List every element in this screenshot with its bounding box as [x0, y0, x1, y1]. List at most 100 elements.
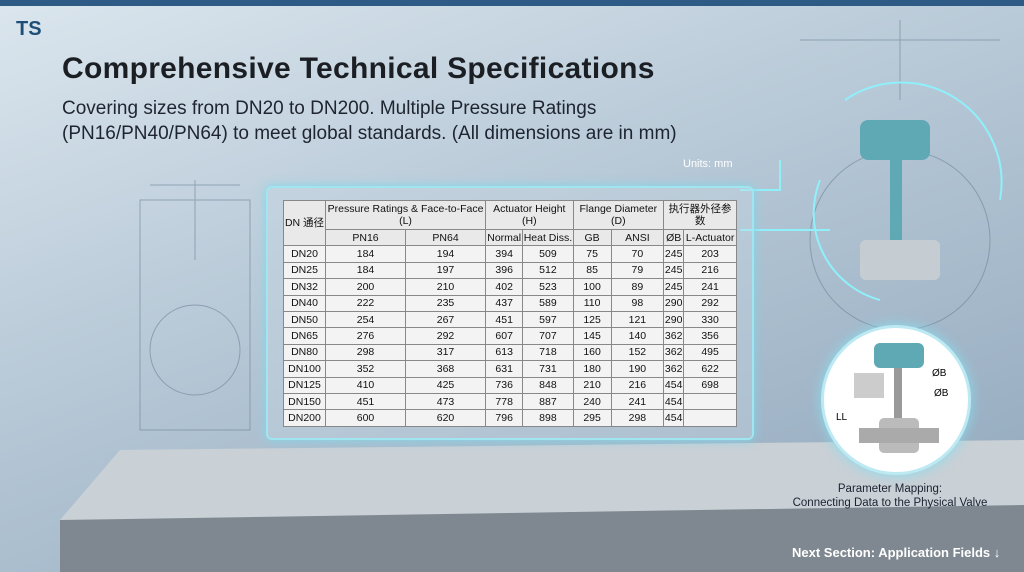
table-row: DN20 184 194 394 509 75 70 245 203 [283, 245, 737, 263]
cell: 473 [405, 392, 487, 411]
cell: 216 [683, 261, 737, 280]
caption: Parameter Mapping: Connecting Data to the… [770, 482, 1010, 510]
cell: 79 [610, 261, 665, 280]
cell [683, 392, 737, 411]
cell: DN200 [283, 409, 326, 427]
cell: 352 [324, 360, 407, 378]
cell: 254 [324, 310, 407, 329]
cell: 121 [610, 310, 665, 329]
sub-header: ØB [663, 228, 685, 247]
cell: 140 [610, 327, 665, 345]
cell: 245 [663, 245, 685, 263]
cell: 410 [324, 376, 407, 394]
cell: 495 [683, 343, 737, 362]
cell: 607 [485, 327, 524, 345]
cell: 394 [485, 245, 524, 263]
cell: 631 [485, 360, 524, 378]
sub-header: L-Actuator [683, 228, 737, 247]
cell: 203 [683, 245, 737, 263]
cell: 235 [405, 294, 487, 312]
cell: DN80 [283, 343, 326, 362]
title: Comprehensive Technical Specifications [62, 52, 655, 85]
valve-icon: ØB ØB LL [836, 343, 949, 453]
cell: 194 [405, 245, 487, 263]
group-header: Actuator Height (H) [485, 200, 574, 230]
cell: 330 [683, 310, 737, 329]
cell: 110 [572, 294, 612, 312]
cell: 620 [405, 409, 487, 427]
cell: 698 [683, 376, 737, 394]
cell: 100 [572, 278, 612, 296]
sub-header: GB [572, 228, 612, 247]
group-header: 执行器外径参数 [663, 200, 737, 230]
cell: 245 [663, 261, 685, 280]
valve-label: ØB [932, 368, 947, 379]
cell: 454 [663, 376, 685, 394]
cell: 216 [610, 376, 665, 394]
cell: 180 [572, 360, 612, 378]
table-row: DN150 451 473 778 887 240 241 454 [283, 392, 737, 411]
table-row: DN80 298 317 613 718 160 152 362 495 [283, 343, 737, 362]
cell: 184 [324, 245, 407, 263]
cell: 362 [663, 360, 685, 378]
spec-table: DN 通径 Pressure Ratings & Face-to-Face (L)… [283, 199, 737, 427]
cell: 241 [683, 278, 737, 296]
cell: DN25 [283, 261, 326, 280]
cell: 898 [522, 409, 574, 427]
cell: 292 [405, 327, 487, 345]
cell: 290 [663, 310, 685, 329]
cell: 295 [572, 409, 612, 427]
cell: 707 [522, 327, 574, 345]
cell [683, 409, 737, 427]
cell: 89 [610, 278, 665, 296]
subtitle: Covering sizes from DN20 to DN200. Multi… [62, 98, 677, 144]
cell: 75 [572, 245, 612, 263]
cell: 145 [572, 327, 612, 345]
cell: DN32 [283, 278, 326, 296]
cell: 290 [663, 294, 685, 312]
cell: 736 [485, 376, 524, 394]
header-row: DN 通径 Pressure Ratings & Face-to-Face (L)… [283, 199, 737, 247]
logo: TS [16, 18, 42, 40]
cell: DN125 [283, 376, 326, 394]
cell: 125 [572, 310, 612, 329]
cell: 731 [522, 360, 574, 378]
cell: 362 [663, 327, 685, 345]
header-row: PN16 PN64 Normal Heat Diss. GB ANSI ØB L-Actuat… [284, 228, 737, 247]
cell: 509 [522, 245, 574, 263]
valve-label: LL [836, 412, 848, 423]
valve-label: ØB [934, 388, 949, 399]
table-row: DN32 200 210 402 523 100 89 245 241 [283, 278, 737, 296]
cell: 190 [610, 360, 665, 378]
cell: 98 [610, 294, 665, 312]
cell: 396 [485, 261, 524, 280]
cell: 523 [522, 278, 574, 296]
cell: 622 [683, 360, 737, 378]
group-header: DN 通径 [283, 199, 326, 247]
table-row: DN125 410 425 736 848 210 216 454 698 [283, 376, 737, 394]
cell: 85 [572, 261, 612, 280]
cell: DN100 [283, 360, 326, 378]
next-section[interactable]: Next Section: Application Fields ↓ [792, 545, 1001, 560]
cell: 267 [405, 310, 487, 329]
cell: 210 [405, 278, 487, 296]
cell: 356 [683, 327, 737, 345]
sub-header: PN64 [405, 228, 487, 247]
cell: 240 [572, 392, 612, 411]
sub-header: PN16 [324, 228, 407, 247]
cell: 600 [324, 409, 407, 427]
next-link[interactable]: Next Section: Application Fields [792, 545, 991, 560]
cell: 368 [405, 360, 487, 378]
cell: 437 [485, 294, 524, 312]
caption-line: Connecting Data to the Physical Valve [792, 497, 988, 509]
cell: 210 [572, 376, 612, 394]
cell: 778 [485, 392, 524, 411]
cell: 451 [324, 392, 407, 411]
cell: DN65 [283, 327, 326, 345]
caption-line: Parameter Mapping: [837, 483, 943, 495]
cell: 402 [485, 278, 524, 296]
cell: 848 [522, 376, 574, 394]
cell: 184 [324, 261, 407, 280]
